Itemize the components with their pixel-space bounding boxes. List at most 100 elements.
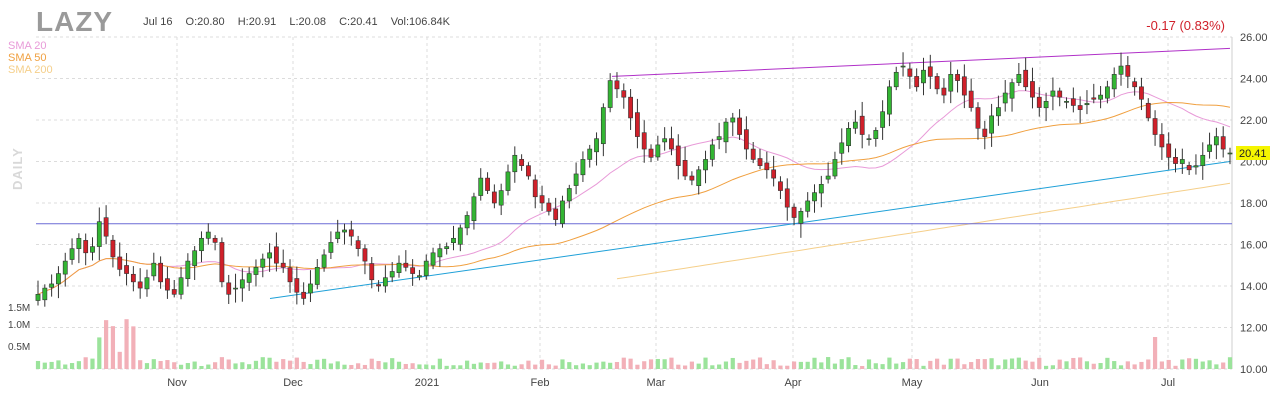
volume-bar bbox=[744, 360, 749, 369]
candle-body bbox=[130, 273, 136, 283]
candle-body bbox=[1104, 86, 1110, 99]
candle-body bbox=[859, 115, 865, 135]
candle-body bbox=[1064, 101, 1069, 103]
candle-body bbox=[839, 142, 845, 154]
upper-trendline bbox=[611, 47, 1231, 77]
candle-body bbox=[628, 96, 633, 119]
candle-body bbox=[205, 231, 211, 239]
candle-body bbox=[1166, 143, 1172, 158]
candle-body bbox=[1077, 105, 1083, 110]
candle-body bbox=[784, 188, 790, 208]
volume-bar bbox=[1227, 357, 1233, 369]
candle-body bbox=[900, 65, 906, 68]
volume-bar bbox=[267, 357, 272, 369]
volume-bar bbox=[185, 363, 190, 369]
volume-bar bbox=[376, 361, 381, 369]
candle-body bbox=[49, 283, 55, 288]
volume-bar bbox=[396, 361, 402, 369]
candle-body bbox=[737, 117, 742, 135]
volume-bars bbox=[35, 319, 1233, 369]
candle-body bbox=[669, 138, 674, 150]
candle-body bbox=[369, 263, 375, 281]
volume-bar bbox=[505, 364, 511, 369]
volume-bar bbox=[580, 363, 586, 369]
candle-body bbox=[682, 160, 688, 177]
price-tick-label: 10.00 bbox=[1240, 364, 1268, 376]
volume-bar bbox=[1221, 362, 1226, 369]
candle-body bbox=[1023, 69, 1029, 88]
volume-bar bbox=[880, 364, 885, 369]
candle-body bbox=[76, 237, 82, 249]
candle-body bbox=[165, 278, 170, 291]
candle-body bbox=[219, 242, 225, 283]
candle-body bbox=[1084, 103, 1090, 106]
candle-body bbox=[498, 190, 504, 206]
candle-body bbox=[1057, 90, 1063, 98]
legend-sma20[interactable]: SMA 20 bbox=[8, 40, 47, 52]
volume-bar bbox=[403, 363, 408, 369]
date-tick-label: Jun bbox=[1031, 377, 1049, 389]
volume-bar bbox=[703, 357, 708, 369]
candle-body bbox=[1016, 74, 1022, 83]
volume-bar bbox=[42, 362, 47, 369]
volume-bar bbox=[533, 364, 538, 369]
volume-bar bbox=[778, 365, 783, 369]
candle-body bbox=[771, 169, 777, 179]
candle-body bbox=[233, 287, 238, 290]
volume-bar bbox=[982, 359, 987, 369]
candle-body bbox=[1009, 82, 1015, 99]
candle-body bbox=[560, 200, 565, 224]
candle-body bbox=[805, 200, 811, 212]
volume-bar bbox=[1125, 361, 1130, 369]
volume-bar bbox=[1200, 361, 1205, 369]
trendlines bbox=[36, 47, 1232, 299]
candle-body bbox=[1139, 86, 1144, 100]
volume-bar bbox=[601, 361, 606, 369]
candle-body bbox=[246, 273, 252, 283]
candle-body bbox=[110, 239, 116, 258]
candle-body bbox=[880, 111, 886, 128]
sma-200-line bbox=[616, 182, 1231, 280]
candle-body bbox=[1118, 65, 1124, 75]
date-tick-label: Dec bbox=[283, 377, 303, 389]
volume-bar bbox=[165, 360, 170, 369]
volume-bar bbox=[567, 362, 572, 369]
candle-body bbox=[362, 248, 368, 262]
last-price-label: 20.41 bbox=[1239, 148, 1267, 160]
candle-body bbox=[723, 121, 729, 143]
volume-bar bbox=[294, 357, 299, 369]
candle-body bbox=[171, 289, 177, 295]
date-tick-label: May bbox=[902, 377, 923, 389]
volume-bar bbox=[539, 359, 545, 369]
volume-bar bbox=[451, 365, 456, 369]
candle-body bbox=[866, 138, 872, 140]
volume-bar bbox=[751, 359, 756, 369]
candle-body bbox=[1002, 92, 1008, 104]
volume-bar bbox=[846, 357, 851, 369]
candle-body bbox=[798, 211, 804, 224]
candle-body bbox=[996, 107, 1001, 117]
volume-bar bbox=[1064, 361, 1069, 369]
candle-body bbox=[675, 145, 681, 166]
candle-body bbox=[321, 254, 327, 268]
legend-sma50[interactable]: SMA 50 bbox=[8, 52, 47, 64]
candle-body bbox=[328, 242, 334, 253]
volume-tick-label: 1.5M bbox=[8, 303, 30, 314]
volume-bar bbox=[1193, 358, 1199, 369]
candle-body bbox=[253, 267, 259, 275]
candle-body bbox=[893, 71, 899, 88]
candle-body bbox=[566, 188, 572, 202]
candle-body bbox=[825, 175, 831, 180]
volume-bar bbox=[696, 363, 701, 369]
date-tick-label: Apr bbox=[784, 377, 801, 389]
volume-bar bbox=[240, 362, 245, 369]
volume-bar bbox=[989, 358, 994, 369]
candle-body bbox=[410, 267, 416, 274]
candle-body bbox=[348, 229, 354, 237]
date-axis: Nov Dec 2021 Feb Mar Apr May Jun Jul bbox=[167, 377, 1175, 389]
volume-bar bbox=[430, 365, 436, 369]
legend-sma200[interactable]: SMA 200 bbox=[8, 64, 53, 76]
volume-bar bbox=[212, 362, 218, 369]
candle-body bbox=[750, 148, 756, 160]
volume-bar bbox=[124, 319, 129, 369]
